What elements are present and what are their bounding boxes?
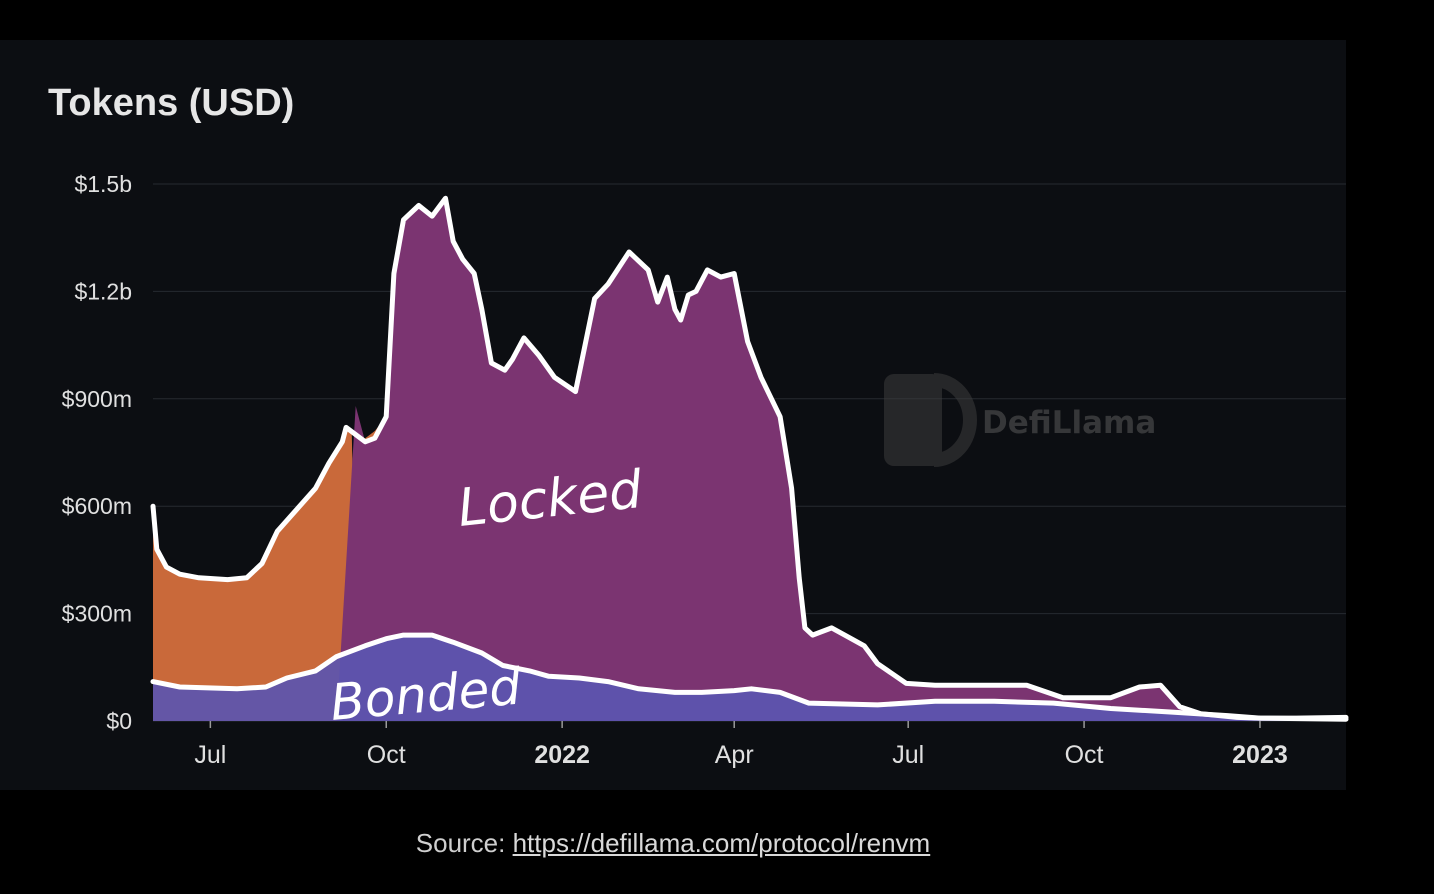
source-caption: Source: https://defillama.com/protocol/r… [0,828,1346,859]
y-axis-ticks: $0 $300m $600m $900m $1.2b $1.5b [62,171,132,734]
defillama-watermark: DefiLlama [884,373,1156,467]
locked-outline [150,195,1349,721]
x-tick-label: Jul [892,741,924,769]
x-axis-ticks: Jul Oct 2022 Apr Jul Oct 2023 [194,721,1288,769]
x-tick-label: Jul [194,741,226,769]
y-tick-label: $1.2b [74,278,132,304]
y-tick-label: $0 [106,708,132,734]
llama-logo-arc-icon [933,373,977,467]
y-tick-label: $600m [62,493,132,519]
watermark-text: DefiLlama [982,405,1156,441]
y-tick-label: $900m [62,386,132,412]
x-tick-label: 2023 [1232,741,1288,769]
area-series-locked [153,198,1346,722]
y-tick-label: $1.5b [74,171,132,197]
series-areas [153,198,1346,722]
llama-logo-icon [884,374,942,466]
y-tick-label: $300m [62,601,132,627]
hand-drawn-outlines [150,195,1349,722]
bonded-outline [150,632,1349,722]
x-tick-label: Oct [367,741,406,769]
area-series-bonded [153,635,1346,721]
x-tick-label: Apr [715,741,754,769]
chart-title: Tokens (USD) [48,82,295,124]
x-tick-label: Oct [1065,741,1104,769]
x-tick-label: 2022 [534,741,590,769]
source-link[interactable]: https://defillama.com/protocol/renvm [512,828,931,858]
caption-prefix: Source: [415,828,513,858]
